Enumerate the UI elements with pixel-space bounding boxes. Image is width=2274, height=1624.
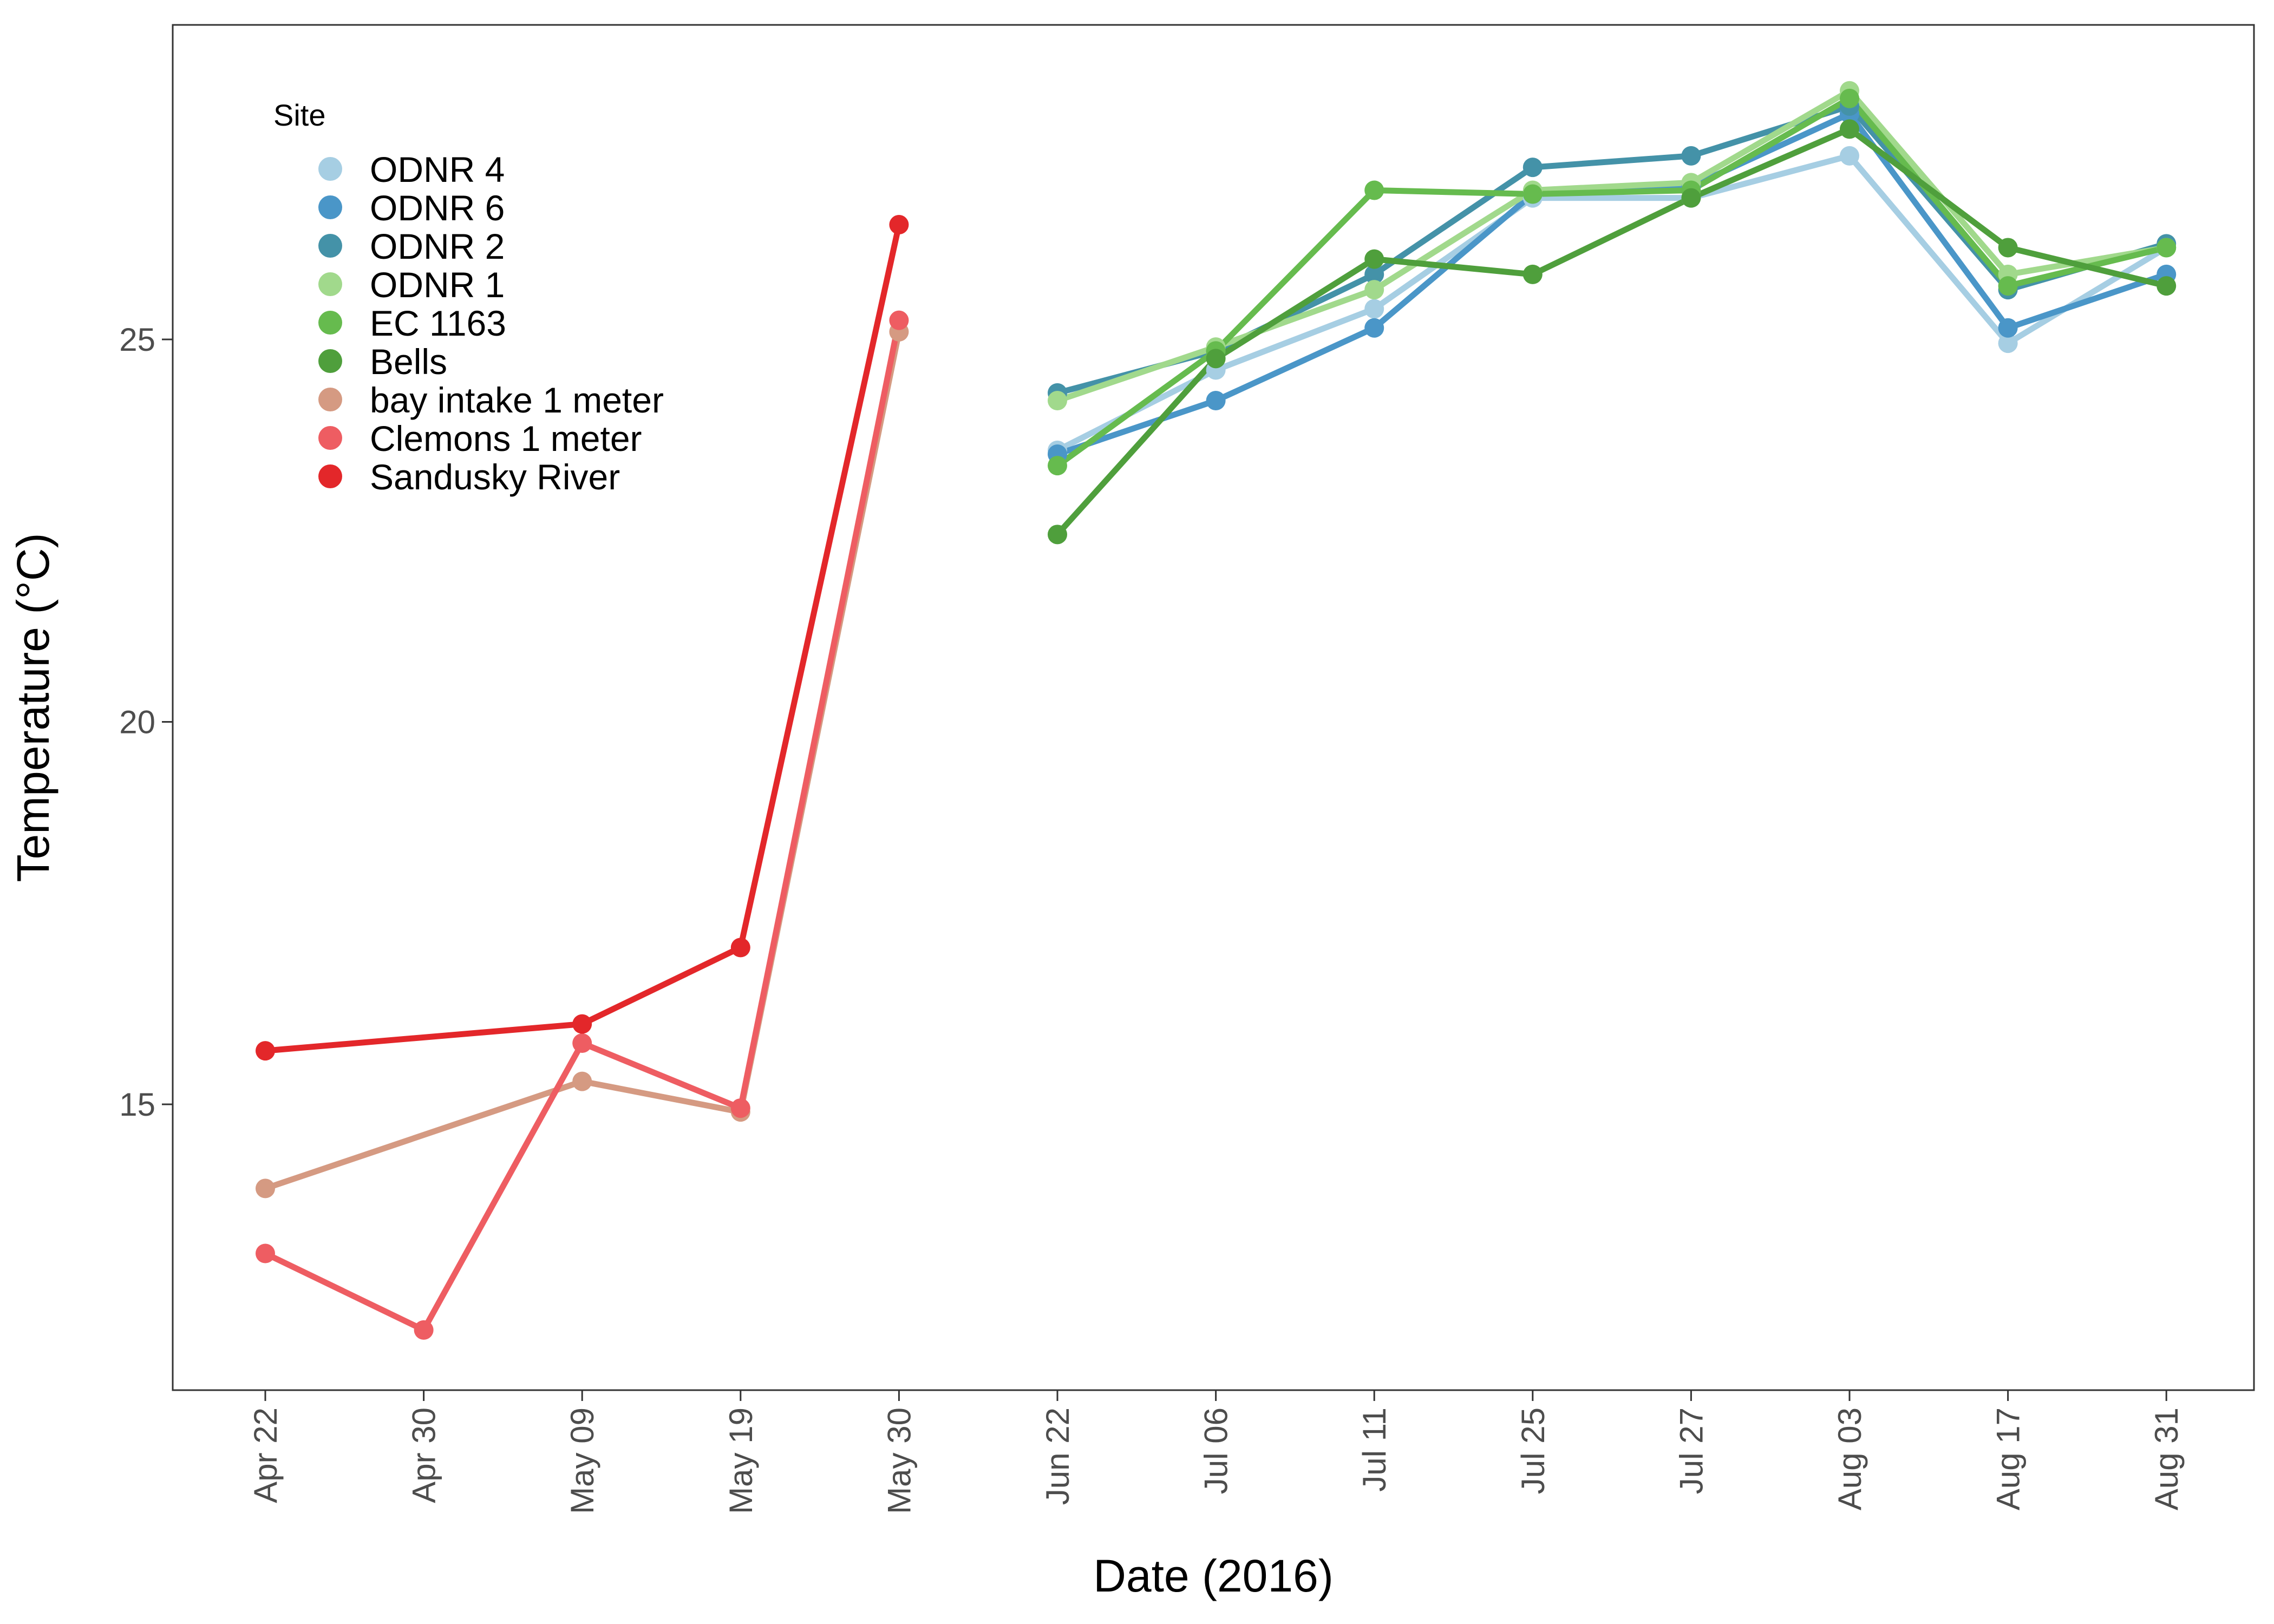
legend-label: ODNR 2 — [370, 226, 505, 266]
legend-label: Bells — [370, 342, 447, 382]
y-axis-title: Temperature (°C) — [8, 533, 58, 882]
data-point — [1840, 146, 1859, 166]
data-point — [1998, 318, 2018, 338]
data-point — [1048, 391, 1067, 411]
legend-key — [318, 195, 342, 219]
plot-panel — [172, 24, 2255, 1391]
x-tick-label: Aug 17 — [1990, 1407, 2027, 1510]
data-point — [256, 1178, 275, 1199]
x-tick-label: Jul 11 — [1356, 1407, 1393, 1492]
legend-key — [318, 349, 342, 373]
x-tick-label: May 19 — [723, 1407, 759, 1514]
series-line — [1054, 95, 2170, 469]
series-line — [1054, 153, 2170, 454]
legend-key — [318, 426, 342, 450]
x-tick-label: Apr 22 — [247, 1407, 284, 1503]
y-tick-label: 25 — [119, 322, 155, 358]
x-axis: Apr 22 Apr 30 May 09 May 19 May 30 Jun 22 Jul … — [247, 1390, 2185, 1514]
legend-label: bay intake 1 meter — [370, 380, 664, 420]
data-point — [256, 1243, 275, 1263]
legend-label: ODNR 1 — [370, 265, 505, 305]
data-point — [1681, 188, 1701, 208]
x-tick-label: Aug 03 — [1832, 1407, 1868, 1510]
legend-label: ODNR 4 — [370, 149, 505, 189]
data-point — [1364, 249, 1384, 269]
data-point — [1998, 276, 2018, 296]
x-tick-label: Aug 31 — [2148, 1407, 2185, 1510]
x-tick-label: Jun 22 — [1040, 1407, 1076, 1505]
legend-key — [318, 464, 342, 488]
data-point — [1364, 318, 1384, 338]
legend-key — [318, 234, 342, 258]
data-point — [889, 215, 909, 235]
data-point — [1364, 180, 1384, 200]
series-lines — [262, 88, 2170, 1333]
data-point — [256, 1041, 275, 1061]
data-point — [1998, 238, 2018, 258]
legend-key — [318, 311, 342, 335]
x-tick-label: May 09 — [564, 1407, 600, 1514]
legend-label: ODNR 6 — [370, 188, 505, 228]
data-point — [414, 1320, 434, 1340]
data-point — [1522, 264, 1543, 284]
data-point — [1364, 299, 1384, 319]
data-point — [1522, 158, 1543, 178]
y-tick-label: 15 — [119, 1086, 155, 1123]
x-tick-label: Jul 25 — [1515, 1407, 1551, 1494]
series-line — [262, 221, 902, 1054]
legend-label: Clemons 1 meter — [370, 418, 642, 459]
data-point — [572, 1014, 592, 1034]
legend-label: EC 1163 — [370, 303, 506, 343]
data-point — [1681, 146, 1701, 166]
series-line — [1054, 126, 2170, 538]
data-point — [572, 1033, 592, 1053]
data-point — [1522, 184, 1543, 204]
data-point — [1048, 456, 1067, 476]
data-point — [1998, 333, 2018, 353]
data-point — [1364, 280, 1384, 300]
data-point — [730, 1098, 750, 1118]
x-tick-label: May 30 — [881, 1407, 917, 1514]
data-point — [572, 1071, 592, 1091]
y-axis: 15 20 25 — [119, 322, 173, 1123]
legend-key — [318, 388, 342, 411]
legend-key — [318, 272, 342, 296]
data-point — [2157, 276, 2177, 296]
x-tick-label: Apr 30 — [406, 1407, 442, 1503]
data-point — [1840, 88, 1859, 108]
data-point — [2157, 238, 2177, 258]
x-tick-label: Jul 27 — [1673, 1407, 1709, 1494]
series-line — [1054, 88, 2170, 404]
data-point — [1048, 525, 1067, 545]
legend-label: Sandusky River — [370, 457, 620, 497]
data-point — [1206, 391, 1226, 411]
data-point — [1206, 349, 1226, 369]
legend-key — [318, 157, 342, 181]
series-points — [256, 81, 2177, 1340]
y-tick-label: 20 — [119, 704, 155, 741]
data-point — [1364, 264, 1384, 284]
x-tick-label: Jul 06 — [1198, 1407, 1234, 1494]
data-point — [1840, 119, 1859, 139]
x-axis-title: Date (2016) — [1093, 1550, 1334, 1601]
legend-title: Site — [273, 98, 326, 132]
data-point — [889, 310, 909, 330]
data-point — [730, 938, 750, 958]
